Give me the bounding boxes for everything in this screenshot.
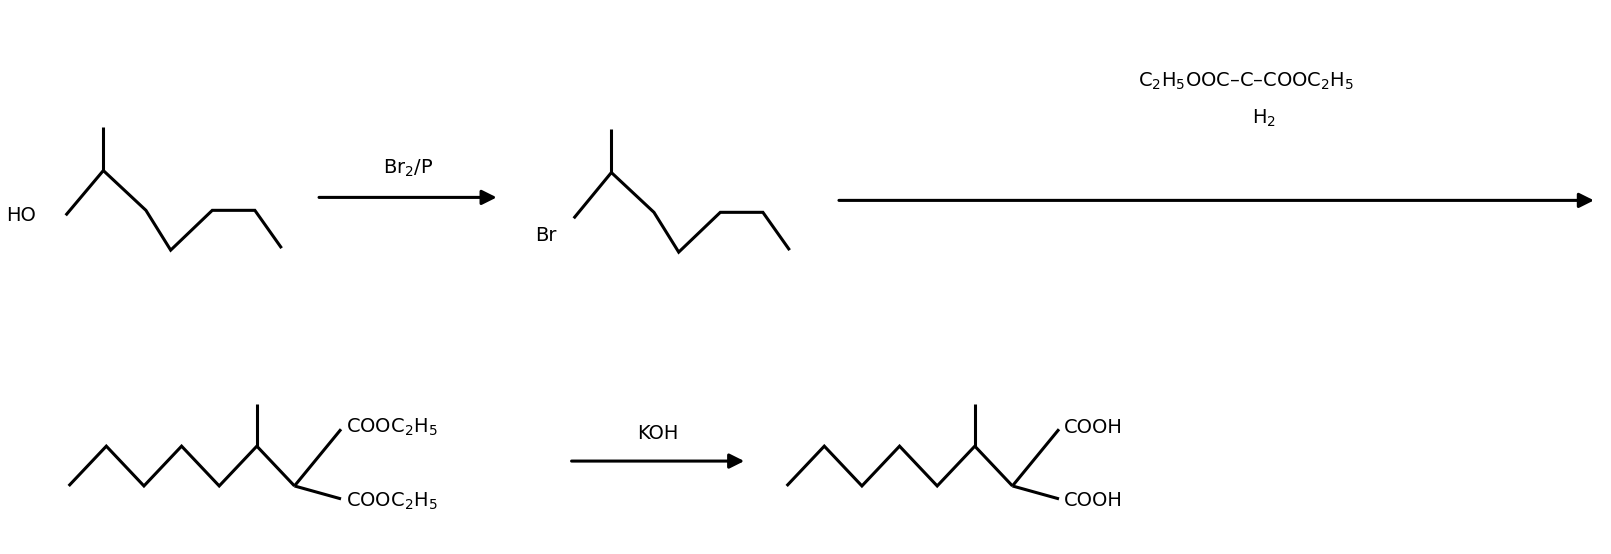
Text: COOH: COOH: [1063, 491, 1123, 510]
Text: C$_2$H$_5$OOC–C–COOC$_2$H$_5$: C$_2$H$_5$OOC–C–COOC$_2$H$_5$: [1137, 70, 1355, 91]
Text: Br$_2$/P: Br$_2$/P: [383, 158, 433, 179]
Text: COOC$_2$H$_5$: COOC$_2$H$_5$: [346, 490, 438, 511]
Text: HO: HO: [6, 206, 35, 225]
Text: H$_2$: H$_2$: [1252, 108, 1276, 130]
Text: KOH: KOH: [638, 424, 678, 443]
Text: Br: Br: [535, 225, 557, 245]
Text: COOH: COOH: [1063, 418, 1123, 437]
Text: COOC$_2$H$_5$: COOC$_2$H$_5$: [346, 417, 438, 438]
